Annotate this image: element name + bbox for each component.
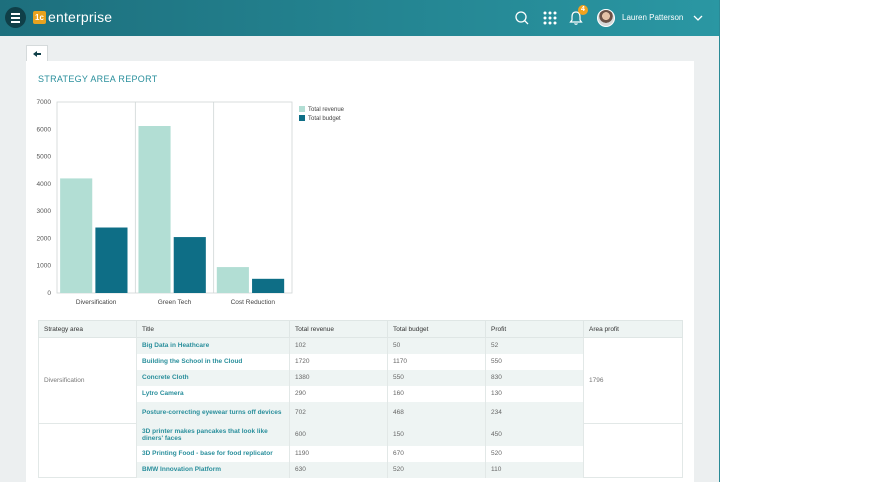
profit-cell: 234 <box>485 401 584 424</box>
strategy-area-cell <box>38 423 137 478</box>
bar-budget[interactable] <box>95 227 128 293</box>
back-arrow-icon <box>33 51 41 57</box>
budget-cell: 550 <box>387 369 486 386</box>
budget-cell: 670 <box>387 445 486 462</box>
profit-cell: 550 <box>485 353 584 370</box>
menu-icon-line <box>11 17 20 19</box>
legend-label: Total budget <box>308 116 341 122</box>
x-tick-label: Cost Reduction <box>231 299 276 306</box>
budget-cell: 150 <box>387 423 486 446</box>
revenue-cell: 600 <box>289 423 388 446</box>
revenue-cell: 630 <box>289 461 388 478</box>
profit-cell: 830 <box>485 369 584 386</box>
table-row[interactable]: 3D printer makes pancakes that look like… <box>38 423 683 478</box>
legend-label: Total revenue <box>308 107 345 113</box>
revenue-cell: 1380 <box>289 369 388 386</box>
profit-cell: 130 <box>485 385 584 402</box>
profit-cell: 52 <box>485 337 584 354</box>
y-tick-label: 6000 <box>37 126 52 133</box>
legend-item-budget: Total budget <box>299 115 341 124</box>
avatar[interactable] <box>597 9 615 27</box>
project-title-link[interactable]: Big Data in Heathcare <box>136 337 290 354</box>
revenue-cell: 1720 <box>289 353 388 370</box>
project-title-link[interactable]: BMW Innovation Platform <box>136 461 290 478</box>
revenue-cell: 702 <box>289 401 388 424</box>
column-header[interactable]: Area profit <box>583 320 683 338</box>
profit-cell: 520 <box>485 445 584 462</box>
project-title-link[interactable]: 3D Printing Food - base for food replica… <box>136 445 290 462</box>
table-row[interactable]: Lytro Camera 290 160 130 <box>39 385 683 402</box>
revenue-cell: 1190 <box>289 445 388 462</box>
report-title: STRATEGY AREA REPORT <box>38 74 158 84</box>
x-tick-label: Green Tech <box>158 299 192 306</box>
bar-revenue[interactable] <box>138 126 171 293</box>
y-tick-label: 3000 <box>37 208 52 215</box>
report-table: Strategy area Title Total revenue Total … <box>38 320 683 478</box>
search-icon[interactable] <box>513 9 531 27</box>
menu-button[interactable] <box>5 7 26 28</box>
column-header[interactable]: Title <box>136 320 290 338</box>
chevron-down-icon[interactable] <box>692 12 704 24</box>
strategy-area-cell: Diversification <box>38 337 137 424</box>
table-row[interactable]: Concrete Cloth 1380 550 830 <box>39 369 683 386</box>
apps-grid-icon[interactable] <box>541 9 559 27</box>
column-header[interactable]: Total budget <box>387 320 486 338</box>
bar-revenue[interactable] <box>60 178 93 293</box>
project-title-link[interactable]: Lytro Camera <box>136 385 290 402</box>
y-tick-label: 5000 <box>37 154 52 161</box>
column-header[interactable]: Strategy area <box>38 320 137 338</box>
top-bar: 1c enterprise 4 Lauren Patterson <box>0 0 719 36</box>
legend-item-revenue: Total revenue <box>299 106 344 115</box>
x-tick-label: Diversification <box>76 299 117 306</box>
revenue-cell: 290 <box>289 385 388 402</box>
y-tick-label: 0 <box>47 290 51 297</box>
budget-cell: 1170 <box>387 353 486 370</box>
bar-revenue[interactable] <box>216 267 249 293</box>
notification-count-badge: 4 <box>578 5 588 15</box>
table-row[interactable]: Building the School in the Cloud 1720 11… <box>39 353 683 370</box>
column-header[interactable]: Profit <box>485 320 584 338</box>
app-window: 1c enterprise 4 Lauren Patterson <box>0 0 720 482</box>
menu-icon-line <box>11 13 20 15</box>
profit-cell: 110 <box>485 461 584 478</box>
budget-cell: 50 <box>387 337 486 354</box>
y-tick-label: 2000 <box>37 235 52 242</box>
y-tick-label: 4000 <box>37 181 52 188</box>
area-profit-cell: 1796 <box>583 337 683 424</box>
bar-budget[interactable] <box>173 237 206 293</box>
menu-icon-line <box>11 21 20 23</box>
area-profit-cell <box>583 423 683 478</box>
table-row[interactable]: 3D Printing Food - base for food replica… <box>39 445 683 462</box>
logo-badge: 1c <box>33 11 46 24</box>
back-button[interactable] <box>26 45 48 62</box>
logo-text: enterprise <box>48 9 113 25</box>
user-name[interactable]: Lauren Patterson <box>622 13 684 22</box>
budget-cell: 468 <box>387 401 486 424</box>
table-row[interactable]: Diversification Big Data in Heathcare 10… <box>38 337 683 424</box>
budget-cell: 160 <box>387 385 486 402</box>
revenue-cell: 102 <box>289 337 388 354</box>
project-title-link[interactable]: Building the School in the Cloud <box>136 353 290 370</box>
y-tick-label: 1000 <box>37 263 52 270</box>
bar-budget[interactable] <box>252 278 285 293</box>
column-header[interactable]: Total revenue <box>289 320 388 338</box>
legend-swatch <box>299 106 305 112</box>
table-row[interactable]: Posture-correcting eyewear turns off dev… <box>39 401 683 424</box>
bar-chart: 0 1000 2000 3000 4000 5000 6000 7000 Diversifica… <box>37 99 293 306</box>
legend-swatch <box>299 115 305 121</box>
project-title-link[interactable]: 3D printer makes pancakes that look like… <box>136 423 290 446</box>
table-row[interactable]: BMW Innovation Platform 630 520 110 <box>39 461 683 478</box>
profit-cell: 450 <box>485 423 584 446</box>
y-tick-label: 7000 <box>37 99 52 106</box>
project-title-link[interactable]: Concrete Cloth <box>136 369 290 386</box>
budget-cell: 520 <box>387 461 486 478</box>
project-title-link[interactable]: Posture-correcting eyewear turns off dev… <box>136 401 290 424</box>
table-header-row: Strategy area Title Total revenue Total … <box>38 320 683 338</box>
